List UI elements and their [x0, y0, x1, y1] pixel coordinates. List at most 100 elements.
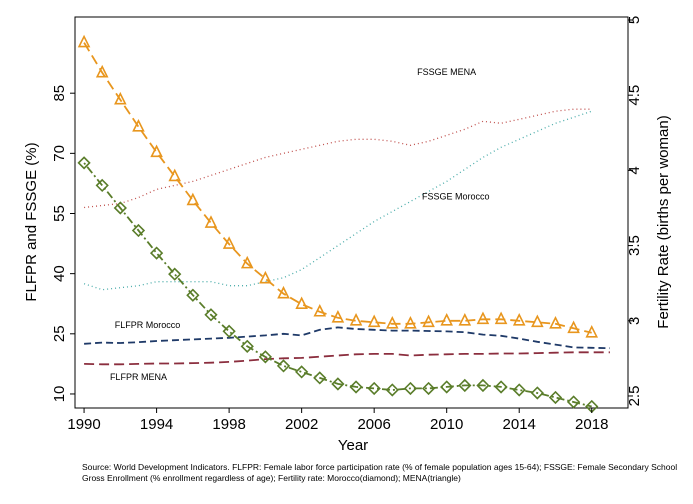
data-point-diamond: [222, 324, 236, 338]
y-right-tick-label: 3: [626, 317, 643, 325]
data-point-triangle: [458, 312, 472, 326]
source-note: Source: World Development Indicators. FL…: [82, 462, 678, 483]
data-point-triangle: [585, 325, 599, 338]
y-right-tick-label: 4: [626, 166, 643, 174]
data-point-diamond: [367, 381, 381, 396]
data-point-triangle: [295, 296, 308, 310]
y-right-tick-label: 2.5: [626, 386, 643, 407]
series-annotation: FSSGE MENA: [417, 67, 476, 77]
data-point-diamond: [204, 308, 218, 322]
data-point-diamond: [494, 380, 508, 394]
y-axis-right-title: Fertility Rate (births per woman): [655, 115, 672, 328]
data-point-diamond: [131, 223, 146, 238]
data-point-diamond: [476, 378, 490, 393]
x-tick-label: 2010: [430, 416, 463, 433]
data-point-triangle: [367, 314, 381, 328]
data-point-triangle: [549, 315, 562, 329]
data-point-triangle: [331, 309, 345, 323]
series-layer: [77, 34, 610, 414]
data-point-triangle: [240, 255, 254, 269]
x-tick-label: 2002: [285, 416, 318, 433]
data-point-diamond: [258, 350, 273, 364]
data-point-triangle: [531, 314, 544, 328]
series-1: [83, 110, 592, 291]
data-point-diamond: [440, 380, 454, 394]
data-point-triangle: [95, 64, 109, 78]
y-left-tick-label: 70: [51, 145, 68, 162]
data-point-diamond: [313, 371, 327, 385]
data-point-diamond: [95, 178, 109, 193]
series-line: [83, 110, 592, 291]
x-tick-label: 2014: [503, 416, 536, 433]
y-left-tick-label: 10: [51, 386, 68, 403]
data-point-diamond: [566, 395, 581, 409]
data-point-triangle: [313, 303, 327, 317]
data-point-diamond: [295, 365, 309, 379]
data-point-diamond: [385, 383, 399, 397]
data-point-triangle: [567, 320, 580, 334]
data-point-diamond: [421, 381, 436, 396]
series-line: [83, 162, 592, 408]
data-point-diamond: [349, 380, 363, 394]
y-right-tick-label: 3.5: [626, 235, 643, 256]
x-tick-label: 1998: [212, 416, 245, 433]
data-point-diamond: [548, 390, 563, 405]
series-4: [77, 156, 599, 414]
data-point-diamond: [331, 377, 345, 391]
data-point-diamond: [458, 378, 472, 393]
x-tick-label: 2006: [357, 416, 390, 433]
series-annotation: FLFPR Morocco: [115, 320, 181, 330]
y-axis-left-title: FLFPR and FSSGE (%): [23, 142, 40, 301]
data-point-triangle: [476, 311, 490, 325]
data-point-triangle: [277, 285, 290, 299]
plot-frame: [74, 16, 629, 409]
axes-layer: 1990 1994 1998 2002 2006 2010 2014 201810254055…: [51, 16, 643, 433]
data-point-triangle: [440, 312, 453, 326]
data-point-triangle: [114, 91, 127, 105]
y-left-tick-label: 40: [51, 265, 68, 282]
y-left-tick-label: 55: [51, 205, 68, 222]
data-point-triangle: [259, 270, 272, 284]
annotations-layer: FSSGE MENA FSSGE Morocco FLFPR Morocco FLFP…: [110, 67, 490, 382]
series-annotation: FLFPR MENA: [110, 372, 167, 382]
data-point-triangle: [77, 34, 91, 48]
data-point-diamond: [168, 267, 182, 281]
data-point-diamond: [530, 386, 544, 400]
series-5: [77, 34, 599, 338]
data-point-triangle: [494, 311, 508, 325]
data-point-diamond: [512, 383, 526, 397]
series-3: [84, 351, 610, 366]
series-line: [84, 326, 610, 350]
data-point-triangle: [168, 168, 182, 182]
data-point-triangle: [222, 236, 236, 249]
data-point-triangle: [204, 215, 218, 228]
data-point-diamond: [186, 288, 200, 302]
series-line: [84, 351, 610, 366]
series-line: [83, 42, 592, 334]
data-point-triangle: [512, 312, 526, 326]
data-point-diamond: [276, 359, 291, 373]
y-left-tick-label: 85: [51, 85, 68, 102]
data-point-triangle: [150, 144, 163, 158]
x-tick-label: 1990: [67, 416, 100, 433]
series-annotation: FSSGE Morocco: [422, 191, 490, 201]
data-point-triangle: [132, 118, 145, 132]
data-point-diamond: [403, 381, 418, 396]
data-point-triangle: [422, 314, 435, 328]
data-point-diamond: [113, 201, 127, 215]
y-right-tick-label: 5: [626, 16, 643, 24]
data-point-triangle: [386, 315, 399, 329]
series-2: [84, 326, 610, 350]
data-point-diamond: [240, 339, 254, 353]
data-point-triangle: [349, 312, 363, 326]
y-left-tick-label: 25: [51, 325, 68, 342]
x-axis-title: Year: [338, 437, 368, 454]
data-point-diamond: [149, 246, 164, 260]
data-point-triangle: [186, 192, 200, 206]
x-tick-label: 1994: [140, 416, 173, 433]
x-tick-label: 2018: [575, 416, 608, 433]
y-right-tick-label: 4.5: [626, 85, 643, 106]
data-point-diamond: [77, 156, 91, 170]
plot-border: [74, 16, 629, 409]
